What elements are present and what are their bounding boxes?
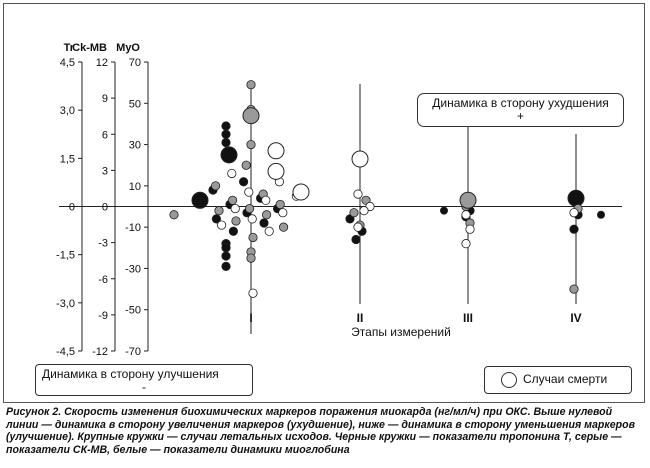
data-point-black (569, 224, 579, 234)
fatal-point-white (267, 162, 285, 180)
figure-caption: Рисунок 2. Скорость изменения биохимичес… (6, 406, 635, 456)
tick-label: 50 (129, 98, 141, 110)
worsening-annotation: Динамика в сторону ухудшения + (417, 93, 624, 127)
chart: Tr4,53,01,50-1,5-3,0-4,5Ck-MB129630-3-6-… (56, 42, 622, 358)
data-point-white (261, 195, 271, 205)
data-point-white (569, 208, 579, 218)
data-point-black (221, 129, 231, 139)
data-point-white (278, 208, 288, 218)
tick-label: -4,5 (56, 346, 75, 358)
worsening-sign: + (516, 109, 524, 123)
tick-label: 0 (102, 202, 108, 214)
fatal-point-white (292, 183, 310, 201)
stage-label: IV (570, 311, 581, 325)
data-point-grey (245, 203, 255, 214)
tick-label: 4,5 (60, 57, 75, 69)
improving-text: Динамика в сторону улучшения (42, 367, 219, 381)
data-point-black (239, 177, 249, 187)
tick-label: -70 (125, 346, 141, 358)
data-point-grey (275, 199, 285, 210)
data-point-black (221, 121, 231, 131)
data-point-grey (211, 181, 221, 191)
fatal-point-black (191, 191, 209, 209)
tick-label: 3 (102, 165, 108, 177)
tick-label: 10 (129, 181, 141, 193)
data-point-grey (169, 210, 179, 220)
axis-title: Tr (64, 42, 75, 54)
stage-label: II (357, 311, 364, 325)
axis-title: MyO (116, 42, 140, 54)
data-point-white (244, 187, 254, 197)
fatal-point-grey (459, 191, 477, 209)
tick-label: -3 (98, 238, 108, 250)
fatal-point-white (267, 142, 285, 160)
data-point-grey (231, 216, 241, 226)
fatal-point-black (567, 189, 585, 207)
tick-label: -1,5 (56, 250, 75, 262)
fatal-point-white (351, 150, 369, 168)
data-point-white (247, 214, 257, 224)
stage-label: III (463, 311, 473, 325)
tick-label: -12 (92, 346, 108, 358)
data-point-grey (248, 232, 258, 243)
tick-label: -50 (125, 305, 141, 317)
data-point-grey (569, 284, 579, 294)
axis-title: Ck-MB (72, 42, 107, 54)
data-point-white (465, 224, 475, 234)
data-point-grey (241, 160, 251, 170)
data-point-white (353, 222, 363, 232)
fatal-point-grey (242, 107, 260, 125)
data-point-grey (278, 222, 289, 232)
death-legend-label: Случаи смерти (523, 372, 608, 386)
figure-frame: Tr 4,5 3,0 1,5 0 -1,5 -3,0 -4,5 Ck-MB 12 9 6 3 0 -3 -6-… (3, 3, 645, 403)
tick-label: 0 (69, 202, 75, 214)
tick-label: -3,0 (56, 298, 75, 310)
data-point-white (227, 168, 237, 179)
tick-label: -6 (98, 274, 108, 286)
improving-sign: - (142, 380, 146, 394)
data-point-white (217, 220, 227, 230)
data-point-black (351, 234, 361, 245)
death-legend-marker (501, 372, 517, 388)
data-point-grey (246, 80, 256, 90)
data-point-white (461, 239, 471, 249)
data-point-grey (214, 206, 224, 216)
data-point-white (353, 189, 363, 199)
data-point-grey (246, 253, 256, 263)
data-point-white (230, 203, 240, 214)
tick-label: -9 (98, 310, 108, 322)
tick-label: 6 (102, 129, 108, 141)
death-legend: Случаи смерти (484, 366, 632, 394)
data-point-black (221, 261, 231, 271)
data-point-white (359, 206, 369, 216)
data-point-black (221, 137, 231, 148)
data-point-white (461, 210, 471, 220)
data-point-black (439, 206, 448, 215)
data-point-white (264, 226, 274, 236)
data-point-grey (349, 208, 359, 218)
tick-label: -10 (125, 222, 141, 234)
data-point-white (248, 288, 258, 298)
stage-label: I (249, 311, 252, 325)
data-point-black (221, 251, 231, 261)
data-point-black (597, 210, 606, 219)
data-point-black (221, 243, 231, 253)
data-point-grey (261, 210, 272, 220)
worsening-text: Динамика в сторону ухудшения (432, 96, 609, 110)
tick-label: 12 (96, 57, 108, 69)
tick-label: 9 (102, 93, 108, 105)
tick-label: 3,0 (60, 105, 75, 117)
tick-label: 70 (129, 57, 141, 69)
data-point-black (228, 226, 238, 236)
data-point-black (259, 218, 269, 228)
data-point-grey (246, 139, 256, 150)
tick-label: 30 (129, 140, 141, 152)
data-point-black (211, 214, 221, 224)
tick-label: -30 (125, 263, 141, 275)
improving-annotation: Динамика в сторону улучшения - (35, 364, 253, 396)
fatal-point-black (220, 146, 238, 164)
data-point-grey (228, 195, 238, 205)
tick-label: 1,5 (60, 153, 75, 165)
x-axis-label: Этапы измерений (351, 325, 451, 339)
